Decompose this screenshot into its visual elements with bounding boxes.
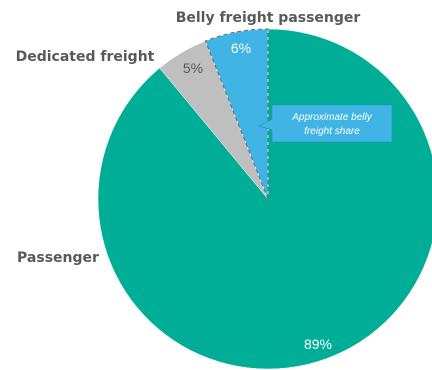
slice-value-label-passenger: 89% [304, 336, 332, 352]
callout-line-1: Approximate belly [291, 112, 372, 123]
callout-box [258, 104, 393, 143]
belly-slice-dashed-outline [204, 28, 269, 200]
callout-approximate-belly-freight-share: Approximate belly freight share [258, 104, 393, 143]
category-label-passenger: Passenger [17, 250, 99, 266]
category-label-belly-freight-passenger: Belly freight passenger [176, 10, 361, 26]
slice-value-label-dedicated-freight: 5% [183, 60, 203, 76]
category-label-dedicated-freight: Dedicated freight [16, 49, 155, 65]
slice-value-label-belly-freight-passenger: 6% [231, 40, 251, 56]
callout-line-2: freight share [304, 126, 360, 137]
